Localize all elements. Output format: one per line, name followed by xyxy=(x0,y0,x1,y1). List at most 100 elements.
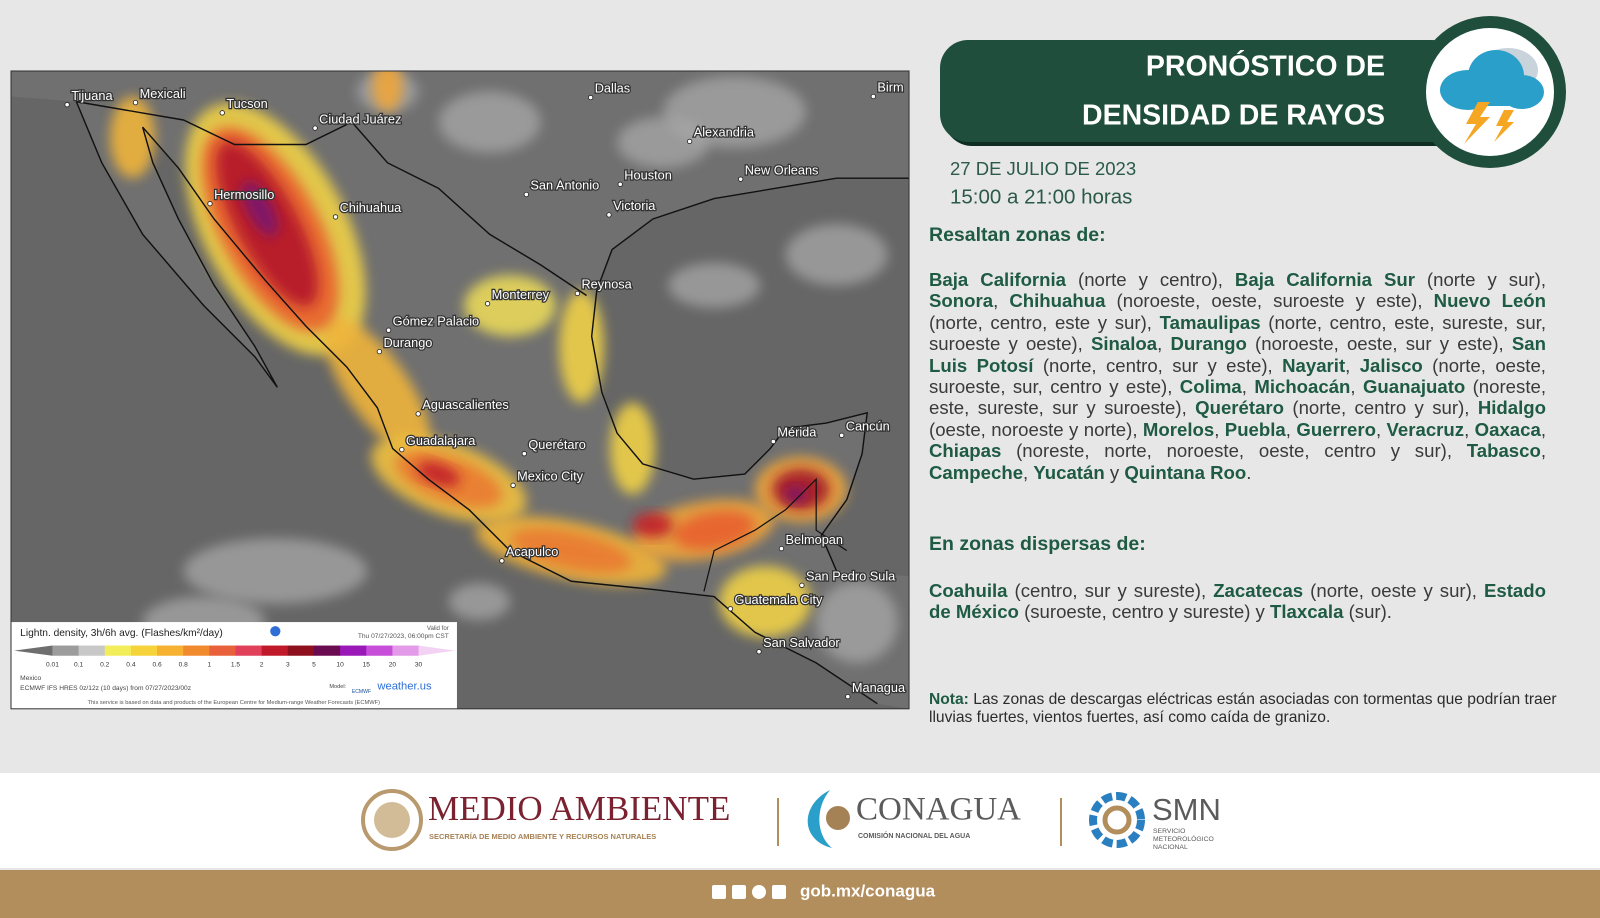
state-name: Hidalgo xyxy=(1477,397,1546,419)
city-label: Guatemala City xyxy=(735,592,823,607)
legend-valid: Thu 07/27/2023, 06:00pm CST xyxy=(358,633,449,640)
city-dot xyxy=(523,191,530,198)
text-run: (suroeste, centro y sureste) y xyxy=(1018,601,1271,623)
storm-area xyxy=(719,565,812,638)
city-dot xyxy=(332,214,339,220)
state-name: Campeche xyxy=(929,461,1024,483)
legend-model: ECMWF xyxy=(352,689,371,695)
border xyxy=(703,477,848,592)
colorbar-segment xyxy=(366,645,393,656)
state-name: Baja California Sur xyxy=(1234,269,1415,290)
footer-band xyxy=(0,773,1600,868)
state-name: Michoacán xyxy=(1254,376,1351,398)
storm-area xyxy=(610,402,655,495)
cloud-patch xyxy=(448,583,511,621)
city-label: Reynosa xyxy=(581,277,632,292)
city-label: Durango xyxy=(383,335,432,350)
text-run: (centro, sur y sureste), xyxy=(1007,580,1214,601)
text-run: , xyxy=(1540,440,1546,462)
city-dot xyxy=(778,545,785,552)
city-label: Managua xyxy=(852,680,906,695)
state-name: Yucatán xyxy=(1033,461,1105,483)
legend-tick-label: 0.01 xyxy=(46,662,59,669)
text-run: , xyxy=(993,290,1010,312)
legend-tick-label: 1 xyxy=(208,662,212,669)
city-dot xyxy=(219,110,225,116)
cloud-patch xyxy=(668,262,761,308)
text-run: , xyxy=(1350,376,1363,398)
city-dot xyxy=(738,176,744,182)
city-dot xyxy=(484,301,491,307)
text-run: (norte, centro, este y sur), xyxy=(929,311,1160,333)
text-run: (norte, oeste, suroeste, sur, centro y e… xyxy=(929,354,1546,398)
state-name: Nuevo León xyxy=(1433,290,1546,312)
date: 27 DE JULIO DE 2023 xyxy=(950,158,1136,179)
state-name: Puebla xyxy=(1224,418,1286,440)
storm-area xyxy=(632,512,674,538)
text-run: (noreste, este, sureste, sur y suroeste)… xyxy=(929,376,1546,419)
logo-name: CONAGUA xyxy=(856,792,1021,828)
legend-tick-label: 0.2 xyxy=(100,662,110,669)
text-run: , xyxy=(1023,461,1034,483)
colorbar-segment xyxy=(261,645,289,656)
city-label: Gómez Palacio xyxy=(393,313,479,328)
text-run: . xyxy=(1246,461,1252,483)
city-label: Ciudad Juárez xyxy=(319,111,401,126)
text-run: (noroeste, oeste, sur y este), xyxy=(1246,333,1512,355)
colorbar-segment xyxy=(209,645,237,656)
colorbar-segment xyxy=(130,645,158,656)
legend-region: Mexico xyxy=(20,675,41,682)
storm-area xyxy=(417,461,460,487)
state-name: Veracruz xyxy=(1386,418,1465,440)
logo-subtitle: METEOROLÓGICO xyxy=(1153,834,1214,843)
storm-area xyxy=(464,275,556,337)
coastline xyxy=(75,101,878,705)
city-label: Monterrey xyxy=(492,287,550,302)
emblem xyxy=(1089,792,1145,848)
storm-area xyxy=(372,70,403,112)
city-dot xyxy=(499,558,505,564)
city-label: Chihuahua xyxy=(340,200,403,215)
city-dot xyxy=(770,438,776,445)
colorbar-segment xyxy=(392,645,420,656)
emblem xyxy=(1102,805,1132,835)
legend-box xyxy=(11,622,457,709)
city-dot xyxy=(510,482,516,488)
city-dot xyxy=(399,446,405,453)
legend-tick-label: 0.6 xyxy=(152,662,162,669)
text-run: (norte, centro, sur y este), xyxy=(1033,354,1283,376)
state-name: Coahuila xyxy=(929,580,1008,601)
city-dot xyxy=(617,181,623,187)
scattered-text: Coahuila (centro, sur y sureste), Zacate… xyxy=(929,580,1546,623)
info-icon xyxy=(270,626,281,637)
city-dot xyxy=(132,99,139,106)
emblem xyxy=(807,790,832,848)
logo-subtitle: NACIONAL xyxy=(1153,844,1188,851)
state-name: Quintana Roo xyxy=(1124,461,1247,483)
social-icon xyxy=(772,885,786,899)
emblem xyxy=(361,789,423,851)
text-run: (sur). xyxy=(1343,601,1392,623)
city-label: Belmopan xyxy=(786,532,843,547)
city-label: Acapulco xyxy=(506,544,558,559)
social-icon xyxy=(732,885,746,899)
city-label: Dallas xyxy=(595,81,630,96)
city-label: San Antonio xyxy=(530,178,599,193)
state-name: Chiapas xyxy=(929,440,1002,462)
state-name: Tamaulipas xyxy=(1159,311,1261,333)
colorbar-segment xyxy=(157,645,184,656)
map: Tijuana Mexicali Tucson Ciudad Juárez Dallas… xyxy=(10,70,910,710)
map-frame xyxy=(10,70,910,710)
logo-name: SMN xyxy=(1152,792,1221,827)
city-dot xyxy=(845,693,851,700)
city-label: Houston xyxy=(624,167,672,182)
city-dot xyxy=(385,327,392,333)
logo-name: MEDIO AMBIENTE xyxy=(428,789,730,828)
title-line: DENSIDAD DE RAYOS xyxy=(1082,100,1385,132)
state-name: Sinaloa xyxy=(1090,333,1158,355)
legend-model-label: Model: xyxy=(329,684,346,690)
text-run: (norte y centro), xyxy=(1066,269,1235,290)
text-run: , xyxy=(1540,418,1546,440)
cloud-patch xyxy=(617,116,710,168)
